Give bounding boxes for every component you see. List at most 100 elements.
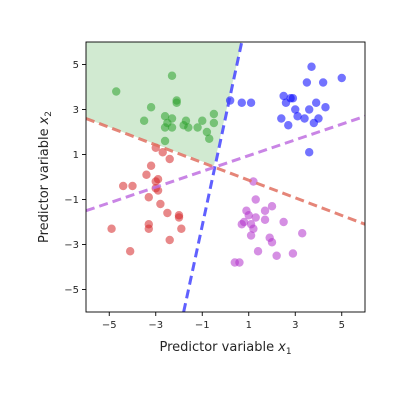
- y-axis-label-subscript: 2: [44, 111, 54, 117]
- x-axis-label-subscript: 1: [286, 347, 292, 357]
- scatter-point: [246, 231, 256, 240]
- decision-boundary-line-3: [86, 114, 365, 213]
- scatter-point: [142, 170, 151, 179]
- scatter-point: [279, 91, 288, 101]
- scatter-point: [153, 175, 163, 184]
- scatter-point: [165, 154, 174, 164]
- scatter-point: [158, 148, 167, 157]
- scatter-point: [165, 235, 174, 245]
- scatter-point: [300, 114, 309, 123]
- scatter-point: [160, 136, 170, 146]
- scatter-point: [314, 114, 323, 123]
- scatter-point: [146, 103, 156, 112]
- plot-content: [86, 42, 365, 312]
- y-tick-label: −1: [64, 195, 79, 206]
- scatter-point: [177, 224, 186, 233]
- scatter-point: [279, 217, 288, 227]
- decision-boundary-line-1: [182, 42, 244, 312]
- scatter-point: [246, 98, 256, 107]
- x-axis-label: Predictor variable x1: [159, 340, 291, 357]
- scatter-point: [174, 213, 184, 222]
- scatter-point: [146, 161, 156, 170]
- scatter-point: [144, 193, 153, 202]
- scatter-point: [239, 217, 249, 227]
- scatter-point: [318, 78, 328, 87]
- scatter-point: [311, 98, 321, 107]
- scatter-point: [209, 109, 219, 119]
- y-tick-label: 1: [73, 150, 79, 161]
- scatter-point: [119, 181, 128, 191]
- x-tick-label: −1: [195, 320, 210, 331]
- scatter-point: [202, 127, 212, 137]
- scatter-point: [144, 224, 153, 233]
- scatter-point: [251, 195, 260, 204]
- scatter-point: [235, 258, 244, 267]
- scatter-point: [286, 94, 295, 103]
- scatter-point: [125, 247, 135, 256]
- y-axis-label-symbol: x: [37, 116, 52, 125]
- x-tick-label: −5: [102, 320, 117, 331]
- shaded-decision-region: [86, 42, 242, 166]
- scatter-point: [163, 208, 172, 218]
- scatter-point: [298, 229, 307, 238]
- axis-labels: Predictor variable x1 Predictor variablex…: [37, 111, 292, 357]
- scatter-point: [305, 105, 314, 114]
- scatter-point: [284, 121, 293, 130]
- scatter-point: [305, 148, 314, 157]
- scatter-point: [249, 224, 258, 233]
- decision-boundary-line-2: [86, 117, 365, 226]
- y-axis-label: Predictor variable x2: [37, 111, 54, 243]
- scatter-point: [198, 116, 207, 125]
- y-tick-label: −3: [64, 240, 79, 251]
- scatter-point: [337, 73, 346, 83]
- x-tick-label: 1: [246, 320, 252, 331]
- scatter-point: [209, 118, 219, 128]
- scatter-point: [181, 116, 191, 125]
- scatter-point: [237, 98, 246, 107]
- scatter-point: [251, 213, 260, 222]
- scatter-point: [193, 123, 202, 132]
- scatter-point: [307, 62, 316, 71]
- scatter-point: [128, 181, 137, 191]
- y-tick-label: −5: [64, 285, 79, 296]
- scatter-point: [184, 123, 193, 132]
- scatter-point: [172, 98, 181, 107]
- scatter-series-2: [225, 62, 346, 157]
- scatter-point: [293, 112, 302, 121]
- scatter-series-1: [112, 71, 219, 146]
- x-tick-label: 5: [339, 320, 345, 331]
- scatter-point: [156, 199, 165, 209]
- plot-frame: [85, 41, 366, 313]
- scatter-series-4: [230, 177, 307, 267]
- x-axis-label-text: Predictor variable: [159, 340, 274, 355]
- scatter-point: [249, 177, 258, 186]
- y-tick-label: 5: [73, 60, 79, 71]
- x-tick-label: −3: [148, 320, 163, 331]
- scatter-point: [253, 247, 263, 256]
- scatter-point: [302, 78, 312, 87]
- axes: −5 −3 −1 1 3 5 −5 −3 −1 1 3 5: [64, 41, 366, 331]
- scatter-point: [167, 71, 177, 80]
- scatter-point: [267, 202, 277, 211]
- scatter-point: [291, 105, 300, 114]
- x-tick-label: 3: [292, 320, 298, 331]
- scatter-point: [112, 87, 121, 96]
- scatter-point: [205, 134, 214, 143]
- scatter-point: [160, 123, 170, 132]
- scatter-point: [244, 211, 253, 220]
- y-tick-label: 3: [73, 105, 79, 116]
- scatter-point: [260, 206, 270, 215]
- scatter-point: [267, 238, 277, 247]
- scatter-point: [272, 251, 281, 260]
- plot-area: [86, 42, 365, 312]
- scatter-point: [321, 103, 330, 112]
- scatter-point: [260, 215, 270, 224]
- scatter-point: [288, 249, 298, 258]
- scatter-point: [107, 224, 116, 233]
- scatter-point: [139, 116, 149, 125]
- x-axis-label-symbol: x: [277, 340, 286, 355]
- y-axis-label-text: Predictor variable: [37, 128, 52, 243]
- scatter-point: [160, 112, 170, 121]
